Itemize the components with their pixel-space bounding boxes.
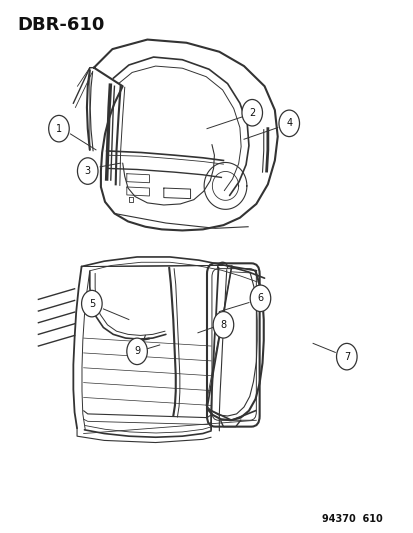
Text: 3: 3	[85, 166, 90, 176]
Text: 5: 5	[88, 298, 95, 309]
Text: 2: 2	[249, 108, 255, 118]
Text: 9: 9	[134, 346, 140, 357]
Text: 7: 7	[343, 352, 349, 361]
Text: DBR-610: DBR-610	[18, 16, 105, 34]
Circle shape	[241, 100, 262, 126]
Circle shape	[213, 312, 233, 338]
Text: 6: 6	[257, 293, 263, 303]
Circle shape	[278, 110, 299, 136]
Text: 94370  610: 94370 610	[321, 514, 382, 523]
Text: 4: 4	[285, 118, 292, 128]
Circle shape	[77, 158, 98, 184]
Text: 8: 8	[220, 320, 226, 330]
Text: 1: 1	[56, 124, 62, 134]
Circle shape	[81, 290, 102, 317]
Circle shape	[336, 343, 356, 370]
Circle shape	[49, 115, 69, 142]
Circle shape	[126, 338, 147, 365]
Circle shape	[249, 285, 270, 312]
